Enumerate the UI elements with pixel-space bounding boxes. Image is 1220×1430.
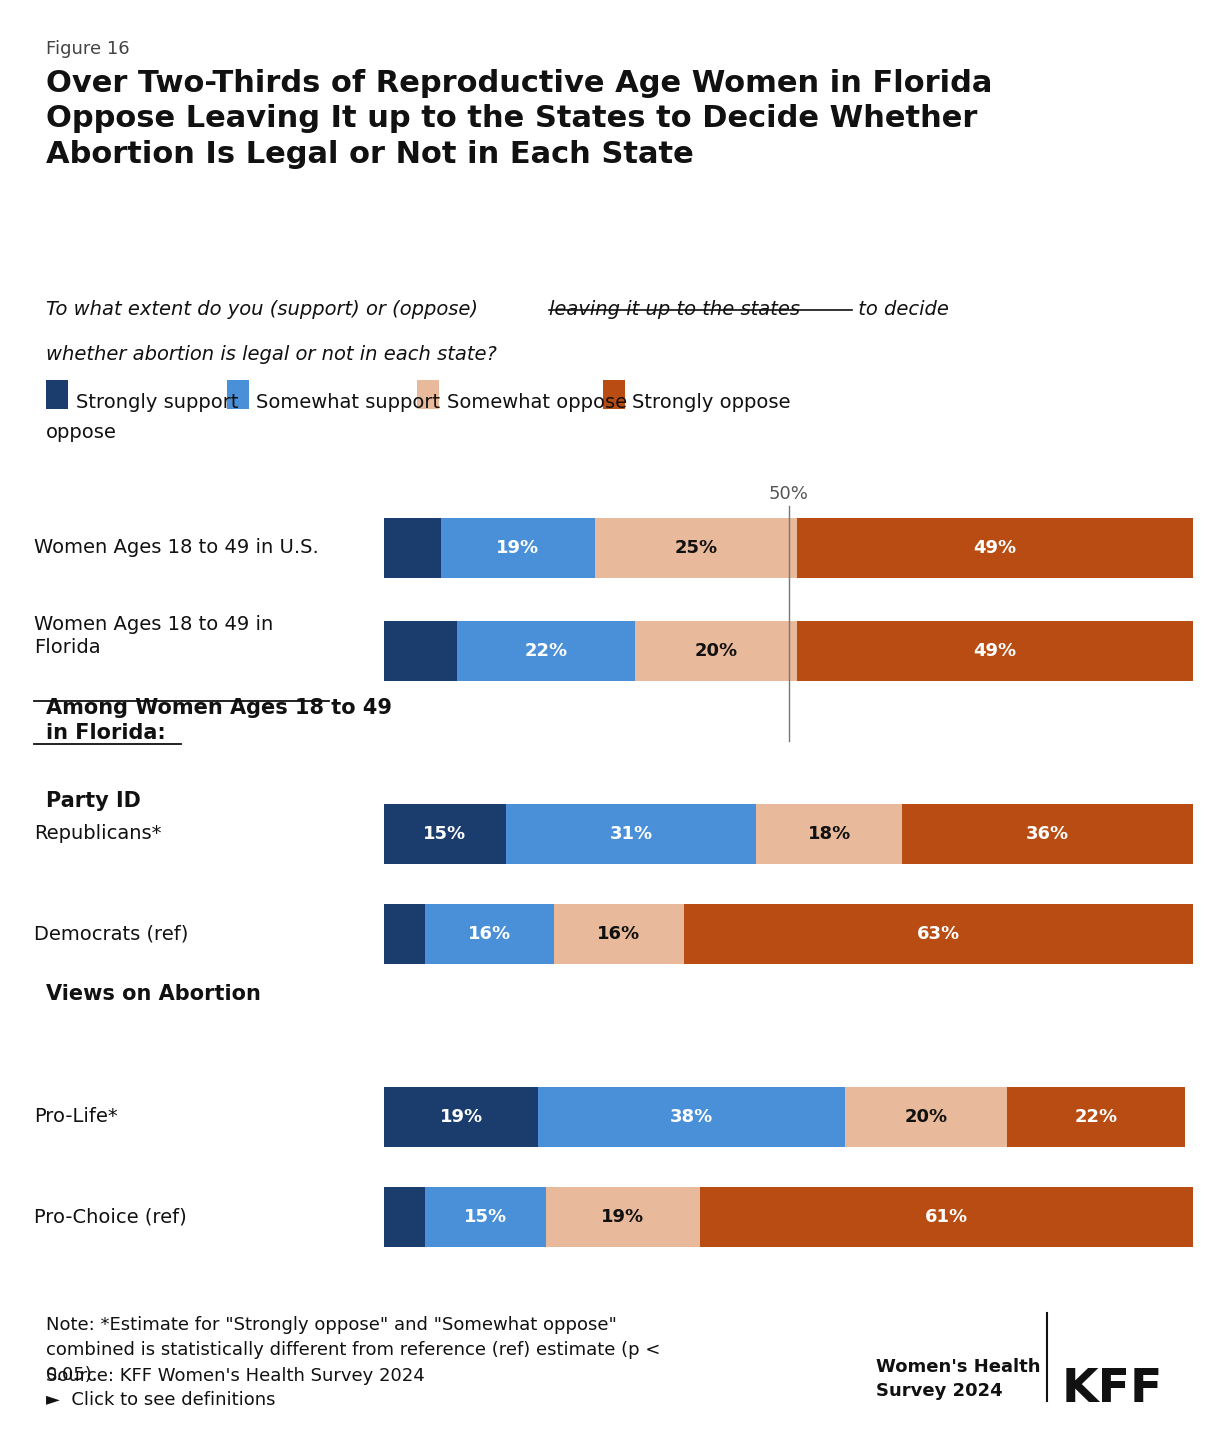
Bar (603, 380, 625, 409)
Bar (538, 1087, 845, 1147)
Text: 50%: 50% (769, 485, 809, 503)
Text: 63%: 63% (916, 925, 960, 942)
Bar (505, 804, 756, 864)
Bar (384, 1187, 425, 1247)
Text: 19%: 19% (439, 1108, 483, 1125)
Bar (384, 904, 425, 964)
Bar (547, 1187, 700, 1247)
Text: Among Women Ages 18 to 49
in Florida:: Among Women Ages 18 to 49 in Florida: (46, 698, 393, 744)
Text: 38%: 38% (670, 1108, 714, 1125)
Text: Democrats (ref): Democrats (ref) (34, 924, 189, 944)
Bar (636, 621, 797, 681)
Text: 15%: 15% (464, 1208, 508, 1226)
Bar (797, 621, 1193, 681)
Text: 22%: 22% (525, 642, 567, 659)
Bar (384, 804, 505, 864)
Text: Party ID: Party ID (46, 791, 142, 811)
Bar (554, 904, 683, 964)
Bar (1008, 1087, 1185, 1147)
Text: Note: *Estimate for "Strongly oppose" and "Somewhat oppose"
combined is statisti: Note: *Estimate for "Strongly oppose" an… (46, 1316, 661, 1409)
Text: Figure 16: Figure 16 (46, 40, 131, 59)
Text: 49%: 49% (974, 539, 1016, 556)
Bar (683, 904, 1193, 964)
Text: whether abortion is legal or not in each state?: whether abortion is legal or not in each… (46, 345, 498, 363)
Text: To what extent do you (support) or (oppose): To what extent do you (support) or (oppo… (46, 300, 484, 319)
Text: 20%: 20% (905, 1108, 948, 1125)
Text: 25%: 25% (675, 539, 717, 556)
Bar (425, 1187, 547, 1247)
Text: Strongly oppose: Strongly oppose (632, 393, 791, 412)
Text: Strongly support: Strongly support (76, 393, 238, 412)
Text: 31%: 31% (610, 825, 653, 842)
Text: 36%: 36% (1026, 825, 1069, 842)
Bar (227, 380, 249, 409)
Text: Source: KFF Women's Health Survey 2024: Source: KFF Women's Health Survey 2024 (46, 1367, 425, 1386)
Text: 20%: 20% (694, 642, 738, 659)
Text: Somewhat oppose: Somewhat oppose (447, 393, 627, 412)
Text: 19%: 19% (601, 1208, 644, 1226)
Bar (417, 380, 439, 409)
Text: 22%: 22% (1075, 1108, 1118, 1125)
Text: Women Ages 18 to 49 in U.S.: Women Ages 18 to 49 in U.S. (34, 538, 318, 558)
Bar (384, 1087, 538, 1147)
Text: 15%: 15% (423, 825, 466, 842)
Bar (46, 380, 68, 409)
Text: 16%: 16% (468, 925, 511, 942)
Text: to decide: to decide (852, 300, 948, 319)
Bar (384, 518, 440, 578)
Bar (845, 1087, 1008, 1147)
Text: KFF: KFF (1061, 1367, 1163, 1411)
Bar (458, 621, 636, 681)
Text: Pro-Life*: Pro-Life* (34, 1107, 118, 1127)
Text: 61%: 61% (925, 1208, 967, 1226)
Text: Pro-Choice (ref): Pro-Choice (ref) (34, 1207, 187, 1227)
Bar (594, 518, 797, 578)
Text: oppose: oppose (46, 423, 117, 442)
Text: Views on Abortion: Views on Abortion (46, 984, 261, 1004)
Text: 49%: 49% (974, 642, 1016, 659)
Text: 18%: 18% (808, 825, 850, 842)
Text: 16%: 16% (598, 925, 640, 942)
Text: 19%: 19% (497, 539, 539, 556)
Bar (425, 904, 554, 964)
Text: leaving it up to the states: leaving it up to the states (549, 300, 800, 319)
Bar (902, 804, 1193, 864)
Bar (756, 804, 902, 864)
Bar (797, 518, 1193, 578)
Text: Somewhat support: Somewhat support (256, 393, 440, 412)
Bar (700, 1187, 1193, 1247)
Text: Republicans*: Republicans* (34, 824, 162, 844)
Bar (384, 621, 458, 681)
Text: Over Two-Thirds of Reproductive Age Women in Florida
Oppose Leaving It up to the: Over Two-Thirds of Reproductive Age Wome… (46, 69, 993, 169)
Text: Women Ages 18 to 49 in
Florida: Women Ages 18 to 49 in Florida (34, 615, 273, 658)
Bar (440, 518, 594, 578)
Text: Women's Health
Survey 2024: Women's Health Survey 2024 (876, 1358, 1041, 1400)
